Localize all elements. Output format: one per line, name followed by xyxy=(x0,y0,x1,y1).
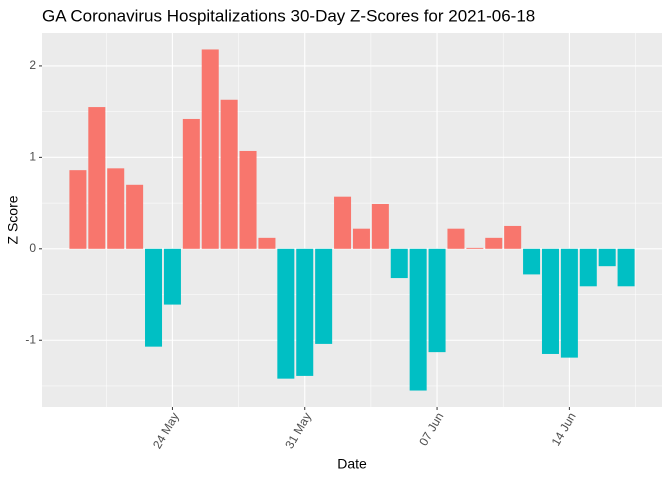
bar xyxy=(334,196,352,249)
bar xyxy=(107,168,125,249)
bar xyxy=(466,247,484,249)
bar xyxy=(409,248,427,391)
bar xyxy=(315,248,333,344)
bar xyxy=(69,170,87,249)
y-axis-label: Z Score xyxy=(5,195,21,244)
bar xyxy=(617,248,635,287)
y-tick-label: 0 xyxy=(29,241,36,255)
bar xyxy=(126,184,144,249)
y-tick-label: -1 xyxy=(25,332,36,346)
y-tick-label: 1 xyxy=(29,150,36,164)
bar xyxy=(163,248,181,305)
chart-title: GA Coronavirus Hospitalizations 30-Day Z… xyxy=(42,6,535,25)
x-tick-label: 07 Jun xyxy=(416,410,446,448)
x-tick-label: 31 May xyxy=(282,410,314,451)
bar xyxy=(88,107,106,249)
bar xyxy=(258,237,276,249)
bar xyxy=(220,99,238,249)
y-tick-label: 2 xyxy=(29,58,36,72)
x-axis-label: Date xyxy=(337,456,367,472)
bar xyxy=(428,248,446,353)
bar xyxy=(182,118,200,249)
bar xyxy=(239,150,257,249)
bar xyxy=(352,228,370,249)
bar xyxy=(145,248,163,347)
bar xyxy=(523,248,541,275)
bar xyxy=(541,248,559,354)
bar xyxy=(371,203,389,249)
bar xyxy=(296,248,314,376)
bar xyxy=(560,248,578,358)
bar xyxy=(579,248,597,287)
bar xyxy=(504,225,522,249)
bar xyxy=(598,248,616,267)
x-tick-label: 14 Jun xyxy=(549,410,579,448)
bar xyxy=(447,228,465,249)
bar xyxy=(277,248,295,379)
bar xyxy=(390,248,408,279)
bar xyxy=(485,237,503,249)
bar xyxy=(201,49,219,249)
x-tick-label: 24 May xyxy=(150,410,182,451)
